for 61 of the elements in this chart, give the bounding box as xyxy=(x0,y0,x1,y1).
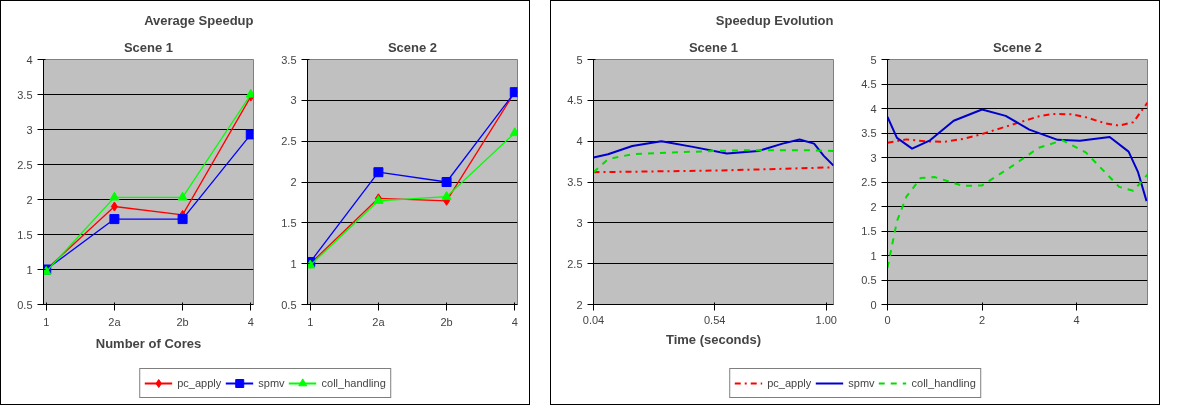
y-tick-label: 1.5 xyxy=(861,225,877,237)
x-axis-title: Number of Cores xyxy=(95,335,202,351)
x-tick-label: 0.04 xyxy=(582,313,605,326)
y-tick-label: 4 xyxy=(576,135,583,148)
legend-label: coll_handling xyxy=(321,377,386,389)
y-tick-label: 3 xyxy=(576,216,583,229)
y-tick-label: 1.5 xyxy=(17,228,33,241)
x-axis-title: Time (seconds) xyxy=(665,331,762,347)
y-tick-label: 3.5 xyxy=(17,88,33,101)
y-tick-label: 1 xyxy=(290,257,297,270)
y-tick-label: 2 xyxy=(870,200,877,213)
legend-label: spmv xyxy=(258,377,285,389)
y-tick-label: 5 xyxy=(870,53,877,66)
x-tick-label: 0.54 xyxy=(704,313,726,326)
x-tick-label: 1 xyxy=(307,315,314,328)
x-tick-label: 2 xyxy=(978,313,986,326)
y-tick-label: 3 xyxy=(26,123,33,136)
x-tick-label: 2b xyxy=(440,315,453,328)
y-tick-label: 0.5 xyxy=(861,274,877,286)
y-tick-label: 3 xyxy=(870,151,877,164)
y-tick-label: 1 xyxy=(870,249,877,262)
legend-label: pc_apply xyxy=(177,377,222,389)
y-tick-label: 0 xyxy=(870,298,877,311)
y-tick-label: 5 xyxy=(576,53,583,66)
x-tick-label: 4 xyxy=(511,315,518,328)
y-tick-label: 4.5 xyxy=(861,78,877,90)
chart-subtitle: Scene 2 xyxy=(992,39,1043,55)
x-tick-label: 4 xyxy=(247,315,254,328)
y-tick-label: 2.5 xyxy=(281,135,297,148)
y-tick-label: 3.5 xyxy=(281,53,297,66)
x-tick-label: 2a xyxy=(372,315,386,328)
y-tick-label: 2.5 xyxy=(861,176,877,188)
legend-label: spmv xyxy=(848,377,875,389)
y-tick-label: 4.5 xyxy=(567,94,583,107)
y-tick-label: 3.5 xyxy=(861,127,877,139)
y-tick-label: 3.5 xyxy=(567,176,583,188)
y-tick-label: 4 xyxy=(870,102,877,115)
y-tick-label: 2 xyxy=(290,176,297,188)
x-tick-label: 4 xyxy=(1073,313,1080,326)
y-tick-label: 2 xyxy=(576,298,583,311)
y-tick-label: 4 xyxy=(26,53,33,66)
chart-title: Average Speedup xyxy=(144,12,254,28)
y-tick-label: 0.5 xyxy=(17,298,33,311)
y-tick-label: 1 xyxy=(26,263,33,276)
legend-label: pc_apply xyxy=(767,377,812,389)
chart-subtitle: Scene 1 xyxy=(688,39,739,55)
y-tick-label: 0.5 xyxy=(281,298,297,311)
y-tick-label: 3 xyxy=(290,94,297,107)
legend-label: coll_handling xyxy=(911,377,976,389)
x-tick-label: 2a xyxy=(108,315,122,328)
chart-title: Speedup Evolution xyxy=(715,12,834,28)
x-tick-label: 2b xyxy=(176,315,189,328)
chart-subtitle: Scene 2 xyxy=(387,39,438,55)
chart-subtitle: Scene 1 xyxy=(123,39,174,55)
y-tick-label: 2 xyxy=(26,193,33,206)
x-tick-label: 1.00 xyxy=(815,313,837,326)
x-tick-label: 0 xyxy=(884,313,891,326)
y-tick-label: 2.5 xyxy=(567,257,583,270)
y-tick-label: 2.5 xyxy=(17,158,33,171)
x-tick-label: 1 xyxy=(43,315,50,328)
y-tick-label: 1.5 xyxy=(281,216,297,229)
